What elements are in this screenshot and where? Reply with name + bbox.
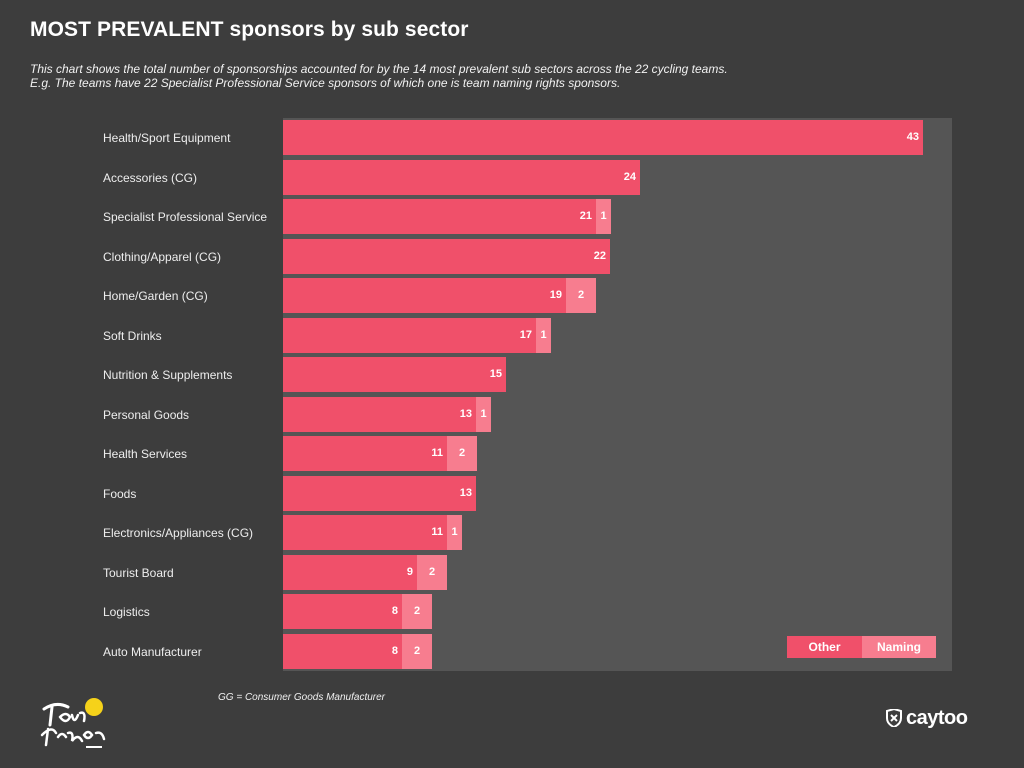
category-label: Nutrition & Supplements [103,368,233,382]
category-label: Soft Drinks [103,328,162,343]
bar-naming [417,554,447,590]
value-label-naming: 2 [413,605,421,617]
bar-naming [402,633,432,669]
value-label-other: 13 [459,486,472,499]
bar-other [283,594,402,629]
category-label: Accessories (CG) [103,170,198,185]
category-label: Specialist Professional Service [103,210,268,224]
category-label: Home/Garden (CG) [103,289,208,303]
value-label-other: 8 [391,605,398,617]
category-label: Logistics [103,605,150,619]
subtitle-line-1: This chart shows the total number of spo… [30,62,728,76]
category-label: Health/Sport Equipment [103,131,231,145]
value-label-other: 17 [519,328,532,341]
tour-de-france-logo [40,698,106,748]
shield-icon [886,709,902,727]
value-label-naming: 1 [480,407,487,420]
category-label: Personal Goods [103,407,190,422]
bar-other [283,278,566,313]
value-label-other: 9 [406,565,413,578]
bar-naming [476,396,491,432]
page-title: MOST PREVALENT sponsors by sub sector [30,18,469,41]
bar-other [283,159,640,195]
caytoo-logo: caytoo [886,703,968,733]
bar-naming [536,317,551,353]
subtitle-line-2: E.g. The teams have 22 Specialist Profes… [30,76,621,90]
value-label-other: 21 [579,210,592,222]
value-label-other: 11 [431,447,443,459]
bar-other [283,120,923,155]
value-label-other: 22 [593,249,606,262]
bar-other [283,317,536,353]
category-label: Electronics/Appliances (CG) [103,526,254,540]
bar-other [283,436,447,471]
value-label-naming: 2 [577,289,585,301]
value-label-naming: 2 [428,565,436,578]
value-label-other: 15 [489,368,502,380]
category-label: Foods [103,486,137,501]
plot-area: 43 24 21 1 22 19 2 17 1 15 13 1 11 2 13 11 1 9 2 8 2 8 2 [283,118,952,671]
chart-subtitle: This chart shows the total number of spo… [30,62,930,90]
category-label: Tourist Board [103,565,174,580]
category-label: Auto Manufacturer [103,644,202,659]
legend: Other Naming [787,636,936,658]
bar-other [283,475,476,511]
bar-other [283,238,610,274]
value-label-other: 8 [391,644,398,657]
value-label-other: 24 [623,170,636,183]
value-label-other: 19 [549,289,562,301]
legend-naming: Naming [862,636,936,658]
bar-other [283,633,402,669]
category-label: Clothing/Apparel (CG) [103,249,222,264]
bar-naming [566,278,596,313]
bar-other [283,199,596,234]
value-label-naming: 2 [458,447,466,459]
bar-naming [447,436,477,471]
value-label-naming: 1 [600,210,607,222]
legend-other: Other [787,636,862,658]
footnote: GG = Consumer Goods Manufacturer [218,692,386,703]
value-label-other: 13 [459,407,472,420]
bar-other [283,515,447,550]
value-label-naming: 1 [540,328,547,341]
bar-other [283,554,417,590]
value-label-other: 11 [431,526,443,538]
value-label-other: 43 [906,131,919,143]
value-label-naming: 1 [451,526,458,538]
bar-other [283,357,506,392]
value-label-naming: 2 [413,644,421,657]
bar-naming [596,199,611,234]
bar-naming [402,594,432,629]
bar-other [283,396,476,432]
category-label: Health Services [103,447,188,461]
bar-naming [447,515,462,550]
caytoo-wordmark: caytoo [906,706,968,729]
